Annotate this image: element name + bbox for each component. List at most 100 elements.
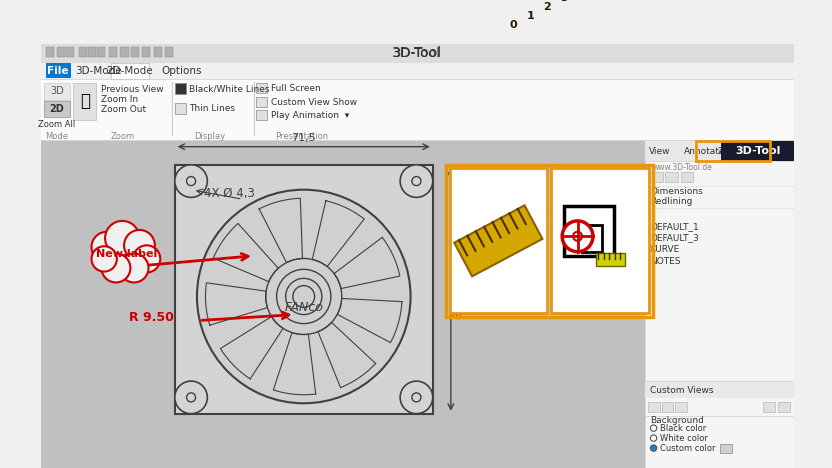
Text: Display: Display — [195, 132, 225, 141]
Text: 2D-Mode: 2D-Mode — [106, 66, 153, 76]
Circle shape — [562, 221, 593, 252]
Text: 4X Ø 4,3: 4X Ø 4,3 — [204, 187, 255, 200]
Bar — [564, 206, 614, 256]
Bar — [256, 110, 267, 120]
Bar — [109, 47, 116, 57]
Circle shape — [197, 190, 410, 403]
Text: 3: 3 — [560, 0, 568, 3]
Text: Custom color: Custom color — [660, 444, 716, 453]
Bar — [646, 141, 794, 161]
Circle shape — [651, 425, 656, 431]
Text: Black/White Lines: Black/White Lines — [189, 84, 270, 93]
Bar — [721, 141, 794, 161]
Circle shape — [92, 232, 122, 263]
Circle shape — [106, 234, 146, 274]
Bar — [648, 402, 660, 412]
Bar — [661, 402, 673, 412]
Circle shape — [120, 254, 149, 283]
Circle shape — [105, 221, 140, 256]
Text: Previous View: Previous View — [102, 85, 164, 94]
Text: FANco: FANco — [285, 301, 323, 314]
Bar — [41, 44, 794, 63]
Text: Zoom In: Zoom In — [102, 95, 139, 104]
Bar — [696, 141, 770, 161]
Text: Custom Views: Custom Views — [650, 386, 714, 395]
Text: 0: 0 — [510, 20, 518, 30]
Text: Zoom Out: Zoom Out — [102, 105, 146, 114]
Bar — [175, 83, 186, 94]
Bar — [57, 47, 65, 57]
Text: File: File — [47, 66, 69, 76]
Bar — [666, 172, 678, 182]
Circle shape — [400, 165, 433, 197]
Bar — [256, 97, 267, 107]
Text: Zoom: Zoom — [110, 132, 134, 141]
Circle shape — [651, 435, 656, 441]
Bar — [175, 103, 186, 114]
Text: 3D-Tool: 3D-Tool — [392, 46, 443, 60]
Bar — [650, 172, 662, 182]
Text: 3D-Tool: 3D-Tool — [735, 146, 780, 156]
Bar — [41, 44, 794, 63]
Bar — [454, 205, 542, 276]
Bar — [175, 165, 433, 414]
Circle shape — [175, 165, 207, 197]
Bar — [44, 101, 70, 117]
Bar — [88, 47, 96, 57]
Text: 3D: 3D — [50, 87, 64, 96]
Bar — [596, 254, 625, 266]
Bar — [720, 445, 732, 453]
Text: Zoom All: Zoom All — [38, 119, 76, 129]
Bar — [142, 47, 151, 57]
Circle shape — [400, 381, 433, 414]
Text: 80 ±0,1: 80 ±0,1 — [454, 274, 464, 319]
Text: Full Screen: Full Screen — [270, 84, 320, 93]
Bar — [450, 168, 547, 313]
Bar — [582, 225, 602, 252]
Bar — [73, 83, 96, 119]
Text: 3D-Tool: 3D-Tool — [394, 47, 441, 60]
Bar — [47, 47, 54, 57]
Bar — [779, 402, 790, 412]
Bar — [131, 47, 140, 57]
Text: New label: New label — [97, 249, 157, 259]
Bar — [646, 382, 794, 398]
Text: Custom View Show: Custom View Show — [270, 98, 357, 107]
Text: Mode: Mode — [46, 132, 68, 141]
Bar — [47, 63, 71, 78]
Circle shape — [133, 245, 161, 272]
Bar — [41, 63, 794, 79]
Text: R 9.50: R 9.50 — [129, 311, 174, 324]
Bar — [67, 47, 74, 57]
Text: www.3D-Tool.de: www.3D-Tool.de — [652, 163, 712, 172]
Bar — [41, 79, 794, 140]
Bar — [154, 47, 162, 57]
Bar — [165, 47, 173, 57]
Text: Redlining: Redlining — [650, 197, 692, 206]
Text: Annotate: Annotate — [683, 146, 725, 156]
Bar — [681, 172, 693, 182]
Text: NOTES: NOTES — [650, 257, 681, 266]
Text: 2D: 2D — [50, 104, 65, 114]
Text: 🔍: 🔍 — [80, 92, 90, 110]
Bar — [552, 168, 649, 313]
Text: 71,5: 71,5 — [291, 133, 316, 143]
Text: Dimensions: Dimensions — [650, 188, 703, 197]
Text: View: View — [649, 146, 671, 156]
Text: Presentation: Presentation — [275, 132, 328, 141]
Bar — [44, 83, 70, 100]
Circle shape — [92, 246, 116, 271]
Circle shape — [124, 230, 155, 261]
Text: 2: 2 — [543, 2, 551, 12]
Circle shape — [651, 445, 656, 451]
Text: Options: Options — [161, 66, 201, 76]
Bar — [79, 47, 87, 57]
Bar — [41, 141, 646, 468]
Text: DEFAULT_1: DEFAULT_1 — [650, 222, 699, 231]
Text: 1: 1 — [527, 11, 534, 21]
Bar — [446, 165, 652, 317]
Bar — [97, 47, 105, 57]
Bar — [256, 83, 267, 93]
Bar — [121, 47, 129, 57]
Bar — [763, 402, 775, 412]
